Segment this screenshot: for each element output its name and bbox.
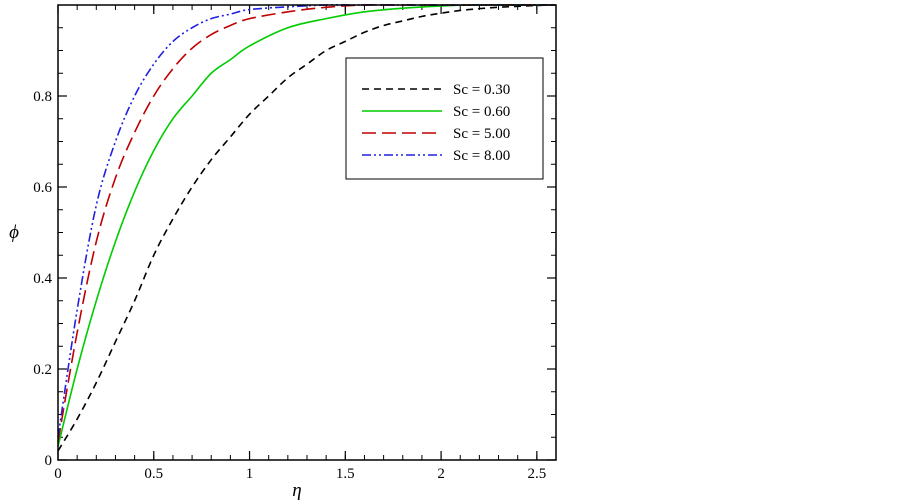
series-line-sc-0-30 xyxy=(57,4,557,452)
x-tick-label: 0 xyxy=(54,466,62,482)
x-tick-label: 1.5 xyxy=(336,466,355,482)
y-tick-label: 0 xyxy=(45,453,53,469)
x-tick-label: 1 xyxy=(246,466,254,482)
tick-labels: 0 0.5 1 1.5 2 2.5 0 0.2 0.4 0.6 0.8 xyxy=(33,89,546,482)
series-line-sc-0-60 xyxy=(57,4,557,447)
y-tick-label: 0.6 xyxy=(33,180,52,196)
legend-label: Sc = 5.00 xyxy=(453,126,510,142)
x-axis-label: η xyxy=(292,480,301,501)
x-tick-label: 0.5 xyxy=(144,466,163,482)
x-tick-label: 2.5 xyxy=(527,466,546,482)
series-line-sc-5-00 xyxy=(57,4,556,442)
legend-label: Sc = 0.60 xyxy=(453,104,510,120)
plot-frame xyxy=(57,4,557,461)
y-axis-label: ϕ xyxy=(9,222,19,243)
y-tick-label: 0.8 xyxy=(33,89,52,105)
y-tick-label: 0.4 xyxy=(33,271,52,287)
x-tick-label: 2 xyxy=(437,466,445,482)
y-tick-label: 0.2 xyxy=(33,362,52,378)
legend: Sc = 0.30 Sc = 0.60 Sc = 5.00 Sc = 8.00 xyxy=(345,57,544,180)
legend-label: Sc = 8.00 xyxy=(453,148,510,164)
legend-label: Sc = 0.30 xyxy=(453,82,510,98)
legend-box xyxy=(345,57,544,180)
